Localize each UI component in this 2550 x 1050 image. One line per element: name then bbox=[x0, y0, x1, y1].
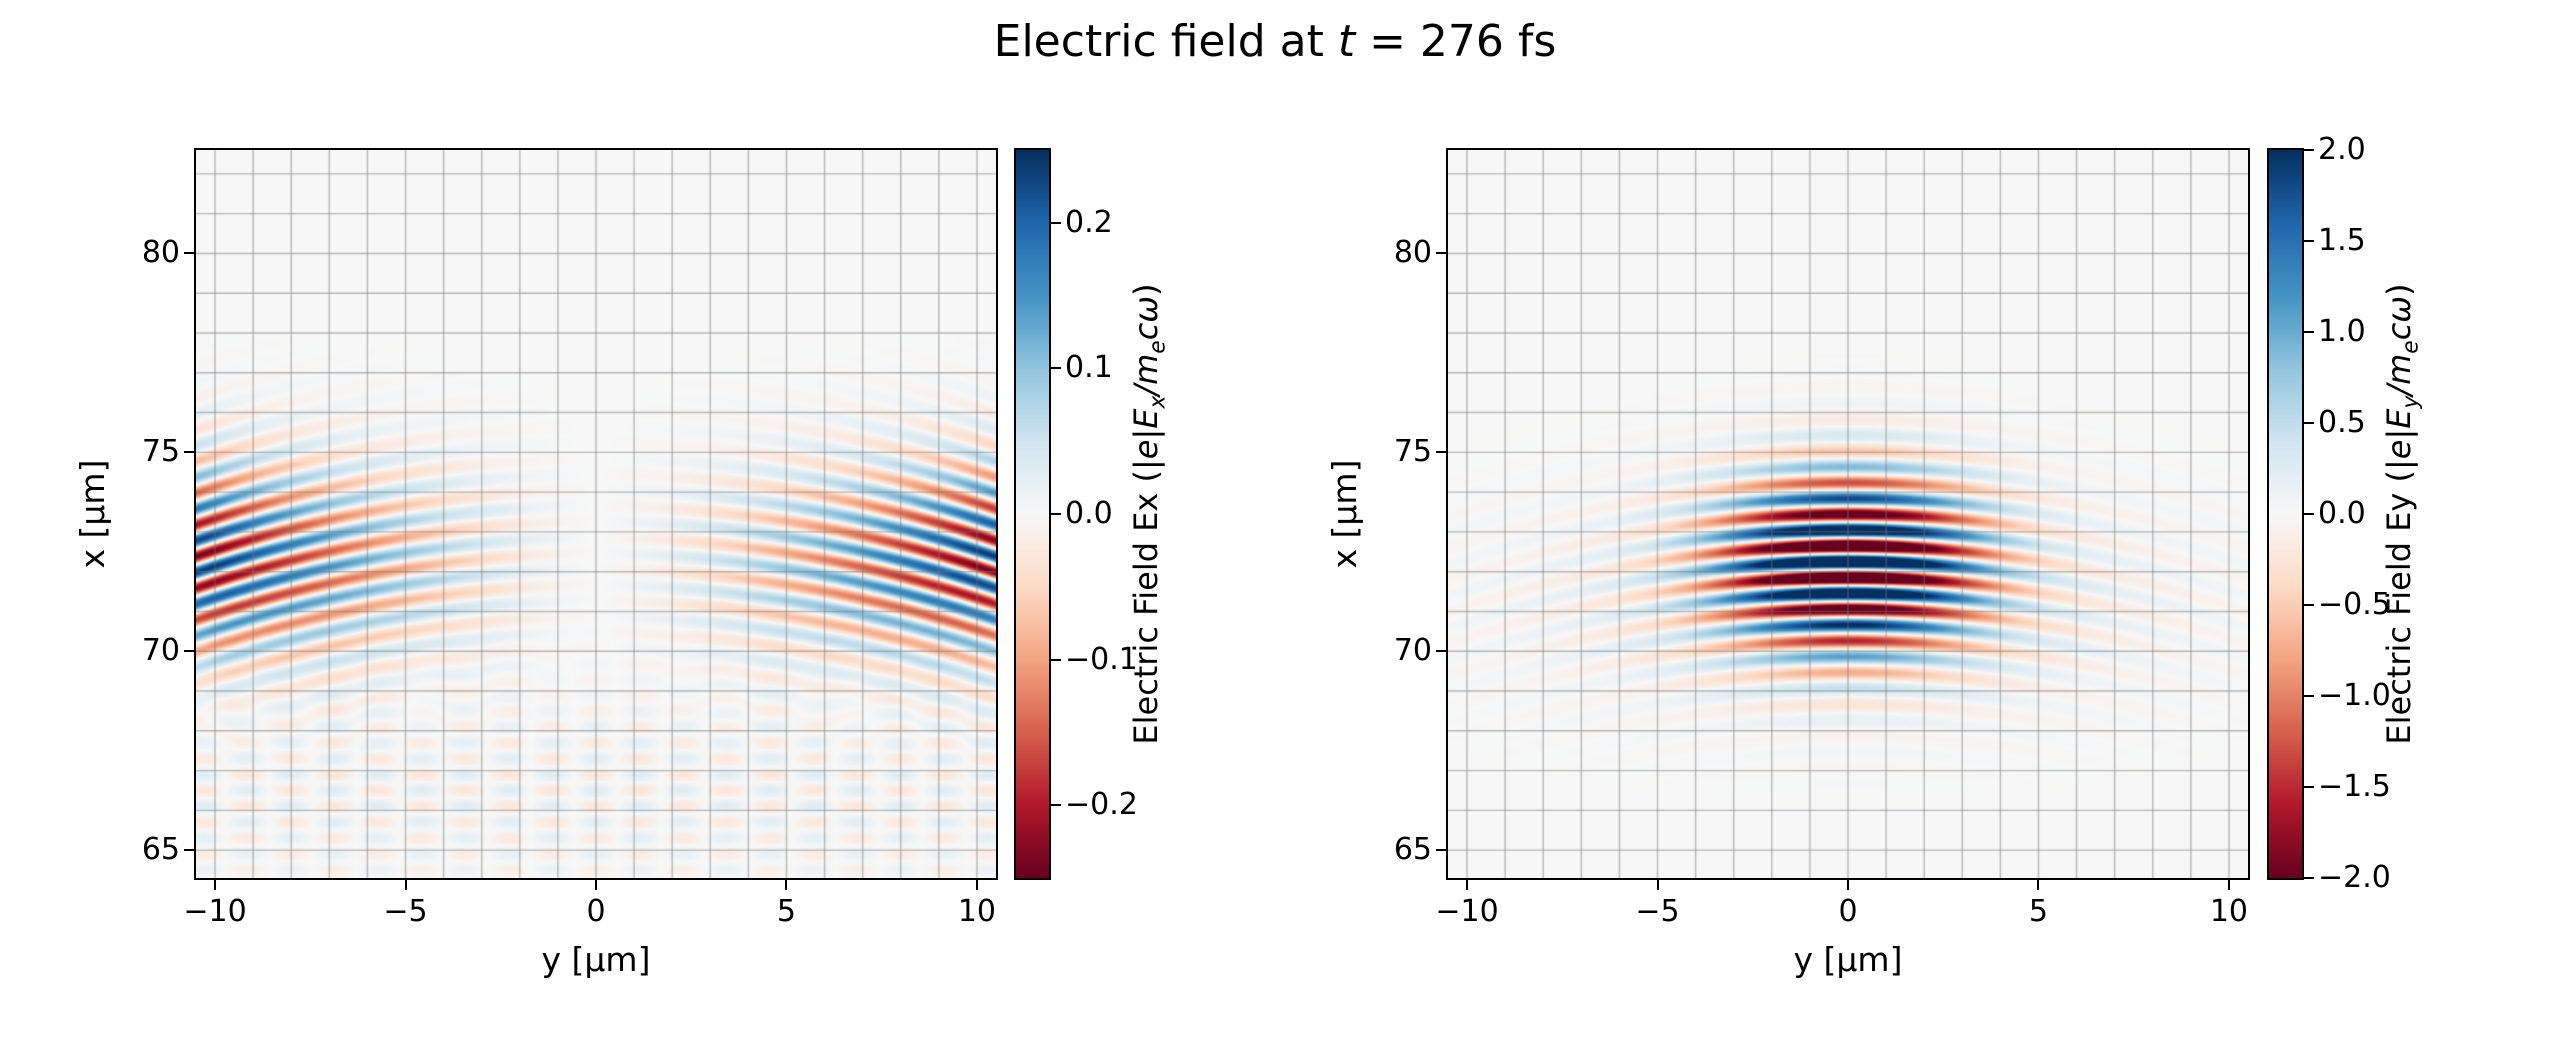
colorbar-tick bbox=[1051, 221, 1061, 224]
colorbar-tick bbox=[2304, 513, 2314, 515]
y-tick-label: 65 bbox=[141, 832, 180, 868]
figure-title: Electric field at t = 276 fs bbox=[0, 16, 2550, 67]
y-tick-label: 70 bbox=[1393, 633, 1432, 669]
ex-heatmap-canvas bbox=[196, 150, 996, 878]
colorbar-tick bbox=[2304, 331, 2314, 333]
y-tick-label: 75 bbox=[141, 434, 180, 470]
ey-xaxis-label: y [μm] bbox=[1793, 940, 1903, 979]
colorbar-tick bbox=[2304, 877, 2314, 879]
ey-cbar-label-math2: /m bbox=[2380, 353, 2418, 396]
colorbar-tick bbox=[2304, 695, 2314, 697]
y-tick-label: 65 bbox=[1393, 832, 1432, 868]
y-tick bbox=[1436, 650, 1446, 653]
title-t-symbol: t bbox=[1337, 16, 1356, 67]
y-tick bbox=[184, 252, 194, 255]
ey-cbar-label-post: ) bbox=[2380, 283, 2418, 296]
x-tick bbox=[404, 880, 407, 890]
y-tick-label: 80 bbox=[141, 235, 180, 271]
x-tick-label: −10 bbox=[1435, 894, 1499, 929]
y-tick-label: 70 bbox=[141, 633, 180, 669]
ex-cbar-label-math3: cω bbox=[1127, 295, 1165, 341]
y-tick-label: 75 bbox=[1393, 434, 1432, 470]
ex-colorbar-gradient bbox=[1016, 150, 1049, 878]
x-tick-label: 0 bbox=[1838, 894, 1858, 929]
x-tick-label: −5 bbox=[383, 894, 428, 929]
y-tick bbox=[1436, 451, 1446, 454]
colorbar-tick bbox=[1051, 804, 1061, 807]
colorbar-tick-label: −1.0 bbox=[2318, 678, 2391, 713]
colorbar-tick-label: 2.0 bbox=[2318, 132, 2366, 167]
colorbar-tick-label: −1.5 bbox=[2318, 769, 2391, 804]
colorbar-tick-label: 0.5 bbox=[2318, 405, 2366, 440]
ex-cbar-label-subscript-x: x bbox=[1145, 396, 1170, 409]
ex-xaxis-label: y [μm] bbox=[541, 940, 651, 979]
x-tick bbox=[975, 880, 978, 890]
ex-colorbar bbox=[1014, 148, 1051, 880]
colorbar-tick-label: 0.1 bbox=[1065, 350, 1113, 386]
y-tick bbox=[1436, 849, 1446, 852]
x-tick-label: 10 bbox=[957, 894, 997, 929]
x-tick-label: 5 bbox=[776, 894, 797, 929]
ex-cbar-label-post: ) bbox=[1127, 283, 1165, 296]
x-tick-label: −5 bbox=[1635, 894, 1680, 929]
colorbar-tick bbox=[2304, 422, 2314, 424]
x-tick-label: 10 bbox=[2209, 894, 2249, 929]
colorbar-tick bbox=[2304, 786, 2314, 788]
x-tick-label: 5 bbox=[2028, 894, 2049, 929]
colorbar-tick bbox=[1051, 367, 1061, 370]
colorbar-tick-label: 1.0 bbox=[2318, 314, 2366, 349]
colorbar-tick bbox=[2304, 149, 2314, 151]
ey-colorbar bbox=[2267, 148, 2304, 880]
colorbar-tick-label: 0.0 bbox=[1065, 496, 1113, 531]
ey-heatmap-canvas bbox=[1448, 150, 2248, 878]
ey-plot-area bbox=[1446, 148, 2250, 880]
colorbar-tick bbox=[1051, 658, 1061, 661]
colorbar-tick-label: −0.2 bbox=[1065, 787, 1138, 823]
ex-plot-area bbox=[194, 148, 998, 880]
x-tick bbox=[1656, 880, 1659, 890]
x-tick bbox=[1847, 880, 1849, 890]
y-tick bbox=[1436, 252, 1446, 255]
x-tick bbox=[2037, 880, 2040, 890]
colorbar-tick bbox=[2304, 240, 2314, 242]
ex-cbar-label-math1: |e|E bbox=[1127, 408, 1165, 470]
x-tick-label: −10 bbox=[183, 894, 247, 929]
y-tick bbox=[184, 849, 194, 852]
colorbar-tick-label: −0.5 bbox=[2318, 587, 2391, 622]
x-tick bbox=[785, 880, 788, 890]
x-tick bbox=[2227, 880, 2230, 890]
y-tick bbox=[184, 451, 194, 454]
colorbar-tick bbox=[2304, 604, 2314, 606]
ex-cbar-label-sub1-text: x bbox=[1145, 395, 1171, 409]
ey-colorbar-gradient bbox=[2269, 150, 2302, 878]
y-tick bbox=[184, 650, 194, 653]
colorbar-tick-label: −0.1 bbox=[1065, 641, 1138, 677]
colorbar-tick-label: 0.2 bbox=[1065, 204, 1113, 240]
title-suffix: = 276 fs bbox=[1355, 16, 1557, 67]
x-tick bbox=[1466, 880, 1469, 890]
colorbar-tick-label: 1.5 bbox=[2318, 223, 2366, 258]
y-tick-label: 80 bbox=[1393, 235, 1432, 271]
x-tick bbox=[595, 880, 597, 890]
x-tick bbox=[214, 880, 217, 890]
colorbar-tick-label: −2.0 bbox=[2318, 860, 2391, 895]
colorbar-tick bbox=[1051, 513, 1061, 515]
x-tick-label: 0 bbox=[586, 894, 606, 929]
title-prefix: Electric field at bbox=[993, 16, 1338, 67]
colorbar-tick-label: 0.0 bbox=[2318, 496, 2366, 531]
